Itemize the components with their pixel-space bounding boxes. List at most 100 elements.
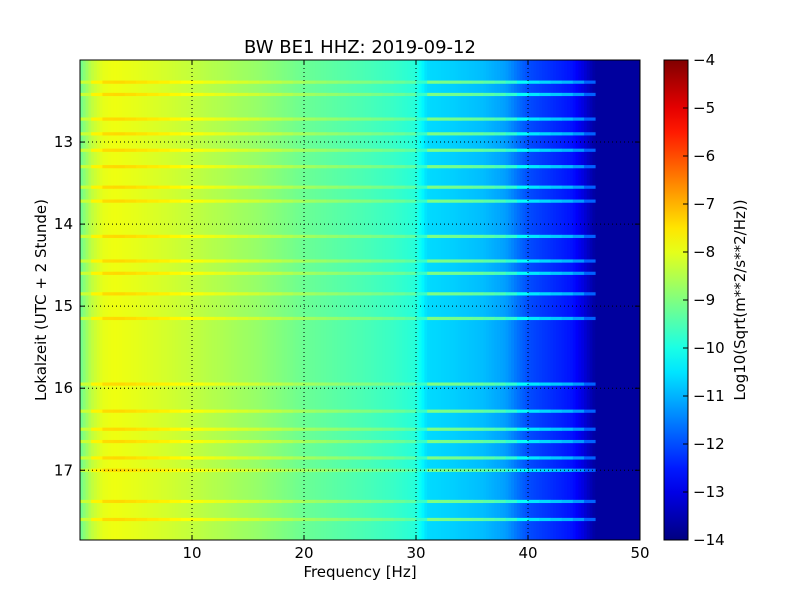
bright-band	[371, 199, 383, 203]
bright-band	[550, 456, 562, 460]
bright-band	[572, 259, 585, 263]
bright-band	[427, 456, 439, 460]
bright-band	[248, 439, 260, 444]
bright-band	[516, 456, 529, 460]
bright-band	[270, 80, 282, 84]
bright-band	[124, 132, 137, 136]
bright-band	[561, 80, 574, 84]
bright-band	[192, 409, 204, 413]
bright-band	[382, 292, 394, 296]
bright-band	[460, 271, 473, 275]
bright-band	[483, 259, 495, 263]
bright-band	[304, 185, 316, 189]
bright-band	[326, 92, 338, 97]
bright-band	[584, 468, 596, 472]
bright-band	[248, 316, 260, 321]
bright-band	[147, 271, 159, 275]
spectrum-strip	[393, 60, 397, 540]
bright-band	[203, 259, 215, 263]
spectrum-strip	[169, 60, 173, 540]
bright-band	[505, 92, 518, 97]
bright-band	[259, 316, 271, 321]
bright-band	[528, 409, 540, 413]
bright-band	[326, 382, 338, 386]
bright-band	[180, 468, 193, 472]
bright-band	[80, 165, 92, 169]
bright-band	[304, 80, 316, 84]
bright-band	[584, 456, 596, 460]
bright-band	[259, 92, 271, 97]
bright-band	[292, 439, 305, 444]
bright-band	[460, 259, 473, 263]
bright-band	[404, 148, 417, 152]
bright-band	[192, 185, 204, 189]
bright-band	[147, 185, 159, 189]
bright-band	[214, 292, 226, 296]
bright-band	[136, 185, 148, 189]
spectrum-strip	[544, 60, 549, 540]
spectrum-strip	[458, 60, 462, 540]
bright-band	[337, 271, 350, 275]
x-axis-ticks: 10 20 30 40 50	[182, 60, 650, 562]
bright-band	[91, 292, 103, 296]
spectrum-strip	[301, 60, 305, 540]
bright-band	[483, 499, 495, 504]
bright-band	[259, 259, 271, 263]
spectrum-strip	[231, 60, 235, 540]
bright-band	[393, 148, 406, 152]
bright-band	[572, 117, 585, 121]
bright-band	[449, 456, 462, 460]
bright-band	[539, 517, 551, 522]
bright-band	[572, 185, 585, 189]
bright-band	[259, 517, 271, 522]
bright-band	[236, 185, 249, 189]
bright-band	[393, 80, 406, 84]
spectrum-strip	[606, 60, 610, 540]
bright-band	[192, 80, 204, 84]
bright-band	[180, 456, 193, 460]
bright-band	[561, 409, 574, 413]
bright-band	[360, 80, 372, 84]
bright-band	[169, 409, 182, 413]
bright-band	[180, 316, 193, 321]
bright-band	[214, 234, 226, 239]
bright-band	[516, 92, 529, 97]
bright-band	[438, 117, 450, 121]
bright-band	[158, 234, 170, 239]
bright-band	[180, 259, 193, 263]
bright-band	[304, 517, 316, 522]
spectrum-strip	[194, 60, 199, 540]
bright-band	[393, 468, 406, 472]
bright-band	[304, 259, 316, 263]
bright-band	[236, 80, 249, 84]
bright-band	[516, 259, 529, 263]
bright-band	[192, 427, 204, 431]
spectrum-strip	[441, 60, 445, 540]
bright-band	[449, 517, 462, 522]
spectrum-strip	[365, 60, 369, 540]
spectrum-strip	[161, 60, 165, 540]
bright-band	[315, 165, 327, 169]
bright-band	[192, 517, 204, 522]
bright-band	[505, 439, 518, 444]
bright-band	[292, 185, 305, 189]
bright-band	[516, 292, 529, 296]
bright-band	[528, 132, 540, 136]
bright-band	[561, 382, 574, 386]
spectrum-strip	[91, 60, 95, 540]
bright-band	[371, 409, 383, 413]
bright-band	[404, 234, 417, 239]
bright-band	[404, 185, 417, 189]
bright-band	[348, 427, 361, 431]
spectrum-strip	[197, 60, 201, 540]
spectrum-strip	[298, 60, 302, 540]
bright-band	[550, 117, 562, 121]
bright-band	[315, 148, 327, 152]
bright-band	[337, 132, 350, 136]
bright-band	[136, 456, 148, 460]
bright-band	[236, 468, 249, 472]
bright-band	[561, 292, 574, 296]
bright-band	[147, 199, 159, 203]
bright-band	[192, 292, 204, 296]
